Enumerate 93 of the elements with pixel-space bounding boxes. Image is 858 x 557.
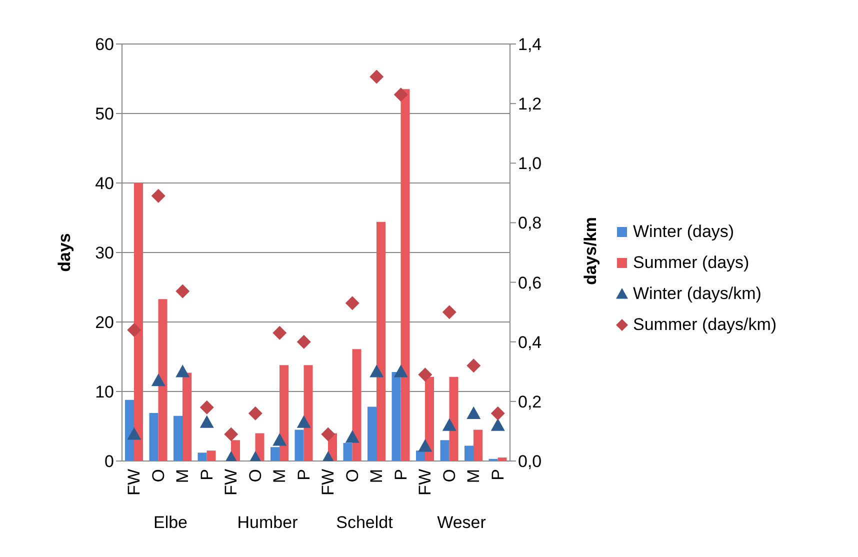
x-tick-label: M xyxy=(464,469,484,484)
x-tick-label: M xyxy=(173,469,192,484)
x-tick-label: FW xyxy=(318,469,338,496)
y2-tick-label: 0,4 xyxy=(518,332,542,352)
point xyxy=(370,70,384,84)
point xyxy=(272,433,287,446)
point xyxy=(418,368,432,382)
point xyxy=(466,358,481,373)
x-tick-label: P xyxy=(197,469,216,480)
bar xyxy=(440,440,450,461)
point xyxy=(248,406,262,420)
x-tick-label: O xyxy=(246,469,265,482)
bar xyxy=(392,372,401,461)
bar xyxy=(464,446,474,461)
point xyxy=(394,364,408,378)
text: Humber xyxy=(236,513,299,533)
bar xyxy=(149,413,158,461)
point xyxy=(345,296,360,310)
point xyxy=(490,418,505,431)
point xyxy=(176,284,190,298)
bar xyxy=(206,450,216,461)
point xyxy=(296,415,311,428)
y-tick-label: 50 xyxy=(95,104,114,124)
point xyxy=(345,430,360,443)
point xyxy=(200,415,214,428)
point xyxy=(272,326,287,340)
x-tick-label: FW xyxy=(124,469,144,496)
point xyxy=(224,427,238,442)
legend-label: Winter (days/km) xyxy=(633,284,762,304)
x-tick-label: P xyxy=(391,469,410,480)
y2-tick-label: 1,4 xyxy=(518,35,542,54)
point xyxy=(490,406,505,420)
bar xyxy=(198,452,207,461)
x-tick-label: O xyxy=(148,469,168,482)
point xyxy=(296,334,311,349)
legend-label: Summer (days) xyxy=(633,252,750,272)
y2-tick-label: 0,6 xyxy=(518,273,542,292)
bar xyxy=(425,376,434,461)
bar xyxy=(449,376,458,461)
point xyxy=(127,427,142,440)
x-tick-label: P xyxy=(294,469,314,480)
bar xyxy=(182,372,192,461)
point xyxy=(151,188,166,203)
legend-label: Winter (days) xyxy=(633,222,734,242)
y-tick-label: 0 xyxy=(104,452,114,472)
y2-tick-label: 0,8 xyxy=(518,214,542,233)
legend-label: Summer (days/km) xyxy=(633,314,777,334)
y2-tick-label: 1,0 xyxy=(518,154,542,174)
point xyxy=(127,322,142,337)
y-tick-label: 40 xyxy=(95,174,114,194)
bar xyxy=(270,447,280,461)
y-axis-title: days xyxy=(55,233,74,272)
point xyxy=(176,364,190,378)
point xyxy=(394,88,408,102)
bar xyxy=(174,416,182,461)
y-tick-label: 30 xyxy=(95,244,114,263)
point xyxy=(418,439,432,452)
y2-tick-label: 1,2 xyxy=(518,94,542,114)
y-tick-label: 20 xyxy=(95,313,114,332)
y2-tick-label: 0,0 xyxy=(518,452,542,472)
y-tick-label: 10 xyxy=(95,382,114,402)
bar xyxy=(304,365,313,461)
x-tick-label: M xyxy=(270,469,290,484)
point xyxy=(151,374,166,386)
x-tick-label: FW xyxy=(222,469,241,496)
bar xyxy=(280,365,288,461)
bar xyxy=(368,406,376,461)
bar xyxy=(158,299,168,461)
text: Elbe xyxy=(152,513,189,533)
text: Weser xyxy=(436,513,487,533)
point xyxy=(442,305,456,320)
point xyxy=(200,400,214,414)
y2-axis-title: days/km xyxy=(581,215,601,287)
x-tick-label: P xyxy=(488,469,508,480)
bar xyxy=(134,183,143,461)
bar xyxy=(343,442,352,461)
x-tick-label: FW xyxy=(416,469,435,496)
point xyxy=(442,418,456,431)
bar xyxy=(294,430,304,461)
bar xyxy=(400,89,410,461)
text: Scheldt xyxy=(335,513,394,533)
bar xyxy=(376,222,386,461)
y2-tick-label: 0,2 xyxy=(518,392,542,412)
x-tick-label: O xyxy=(342,469,362,482)
bar xyxy=(125,400,134,461)
x-tick-label: O xyxy=(440,469,459,482)
point xyxy=(370,364,384,378)
x-tick-label: M xyxy=(367,469,386,484)
bar xyxy=(474,430,482,461)
point xyxy=(321,427,336,442)
bar xyxy=(352,349,362,461)
point xyxy=(466,406,481,419)
y-tick-label: 60 xyxy=(95,35,114,54)
